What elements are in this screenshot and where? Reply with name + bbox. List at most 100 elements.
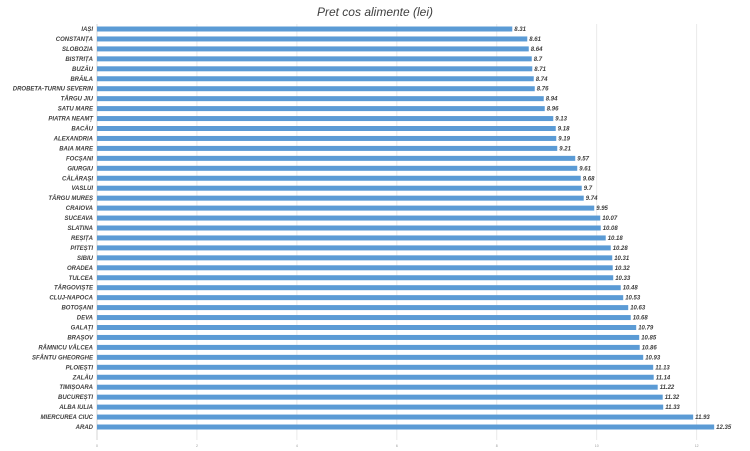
- value-label: 8.71: [534, 67, 546, 73]
- value-label: 8.76: [537, 87, 549, 93]
- value-label: 9.74: [586, 196, 598, 202]
- bar: [97, 235, 606, 241]
- bar: [97, 354, 644, 360]
- bar: [97, 26, 513, 32]
- bar: [97, 86, 535, 92]
- category-label: SUCEAVA: [65, 216, 93, 222]
- category-label: CRAIOVA: [66, 206, 93, 212]
- category-label: BAIA MARE: [59, 146, 94, 152]
- value-label: 8.31: [514, 27, 526, 33]
- value-label: 9.19: [558, 136, 570, 142]
- bar: [97, 145, 558, 151]
- value-label: 10.93: [645, 355, 661, 361]
- category-label: SLATINA: [67, 226, 93, 232]
- category-label: CLUJ-NAPOCA: [49, 296, 93, 302]
- value-label: 9.95: [596, 206, 608, 212]
- value-label: 11.33: [665, 405, 680, 411]
- value-label: 8.94: [546, 97, 558, 103]
- category-label: DROBETA-TURNU SEVERIN: [13, 87, 94, 93]
- category-label: DEVA: [77, 316, 93, 322]
- category-label: BACĂU: [71, 126, 93, 133]
- category-label: CĂLĂRAȘI: [62, 175, 93, 182]
- value-label: 9.7: [584, 186, 593, 192]
- x-tick-label: 8: [496, 444, 498, 448]
- x-tick-label: 6: [396, 444, 398, 448]
- category-label: ALBA IULIA: [58, 405, 93, 411]
- value-label: 8.96: [547, 107, 559, 113]
- category-label: TÂRGU JIU: [61, 96, 94, 103]
- value-label: 10.31: [614, 256, 630, 262]
- bar: [97, 175, 581, 181]
- bar: [97, 305, 629, 311]
- bar: [97, 106, 545, 112]
- value-label: 8.64: [531, 47, 543, 53]
- bars: [97, 26, 715, 430]
- value-label: 9.21: [559, 146, 571, 152]
- bar: [97, 344, 640, 350]
- category-label: BUCUREȘTI: [58, 395, 93, 401]
- category-label: REȘIȚA: [71, 236, 93, 242]
- category-label: GALAȚI: [71, 326, 94, 332]
- category-label: ARAD: [75, 425, 94, 431]
- value-label: 10.07: [602, 216, 618, 222]
- bar: [97, 285, 621, 291]
- value-label: 10.79: [638, 326, 654, 332]
- bar: [97, 155, 576, 161]
- bar: [97, 374, 654, 380]
- value-label: 11.14: [656, 375, 671, 381]
- value-label: 11.22: [660, 385, 675, 391]
- bar: [97, 96, 544, 102]
- bar: [97, 215, 601, 221]
- category-label: SIBIU: [77, 256, 94, 262]
- bar: [97, 195, 584, 201]
- category-label: BRAȘOV: [67, 335, 94, 341]
- category-label: BOTOȘANI: [61, 306, 93, 312]
- value-label: 8.74: [536, 77, 548, 83]
- bar: [97, 36, 528, 42]
- x-tick-label: 2: [196, 444, 198, 448]
- value-label: 10.63: [630, 306, 646, 312]
- value-label: 8.61: [529, 37, 541, 43]
- bar: [97, 225, 601, 231]
- value-label: 10.68: [633, 316, 649, 322]
- x-tick-label: 12: [695, 444, 699, 448]
- chart-title: Pret cos alimente (lei): [316, 5, 434, 19]
- bar: [97, 295, 624, 301]
- labels: IAȘI 8.31 CONSTANȚA 8.61 SLOBOZIA 8.64 BISTRIȚ…: [13, 27, 732, 431]
- bar: [97, 46, 529, 52]
- value-label: 9.13: [555, 117, 567, 123]
- category-label: TULCEA: [69, 276, 93, 282]
- bar: [97, 185, 582, 191]
- value-label: 10.48: [623, 286, 639, 292]
- value-label: 10.28: [613, 246, 629, 252]
- bar: [97, 126, 556, 131]
- category-label: MIERCUREA CIUC: [41, 415, 94, 421]
- bar: [97, 414, 694, 420]
- bar: [97, 76, 534, 82]
- bar: [97, 404, 664, 410]
- bar: [97, 245, 611, 251]
- value-label: 12.35: [716, 425, 732, 431]
- value-label: 11.13: [655, 365, 670, 371]
- value-label: 9.61: [579, 166, 591, 172]
- value-label: 9.68: [583, 176, 595, 182]
- value-label: 10.18: [608, 236, 624, 242]
- category-label: SATU MARE: [58, 107, 94, 113]
- category-label: FOCȘANI: [66, 156, 93, 162]
- category-label: IAȘI: [81, 27, 93, 33]
- bar: [97, 315, 631, 321]
- bar: [97, 394, 663, 400]
- category-label: TIMIȘOARA: [59, 385, 93, 391]
- x-tick-label: 0: [96, 444, 98, 448]
- bar: [97, 255, 613, 261]
- bar: [97, 325, 637, 330]
- value-label: 11.93: [695, 415, 710, 421]
- category-label: GIURGIU: [67, 166, 93, 172]
- category-label: PITEȘTI: [70, 246, 93, 252]
- bar: [97, 364, 654, 370]
- bar: [97, 66, 533, 72]
- bar: [97, 265, 613, 271]
- value-label: 10.32: [615, 266, 631, 272]
- category-label: BUZĂU: [72, 66, 94, 73]
